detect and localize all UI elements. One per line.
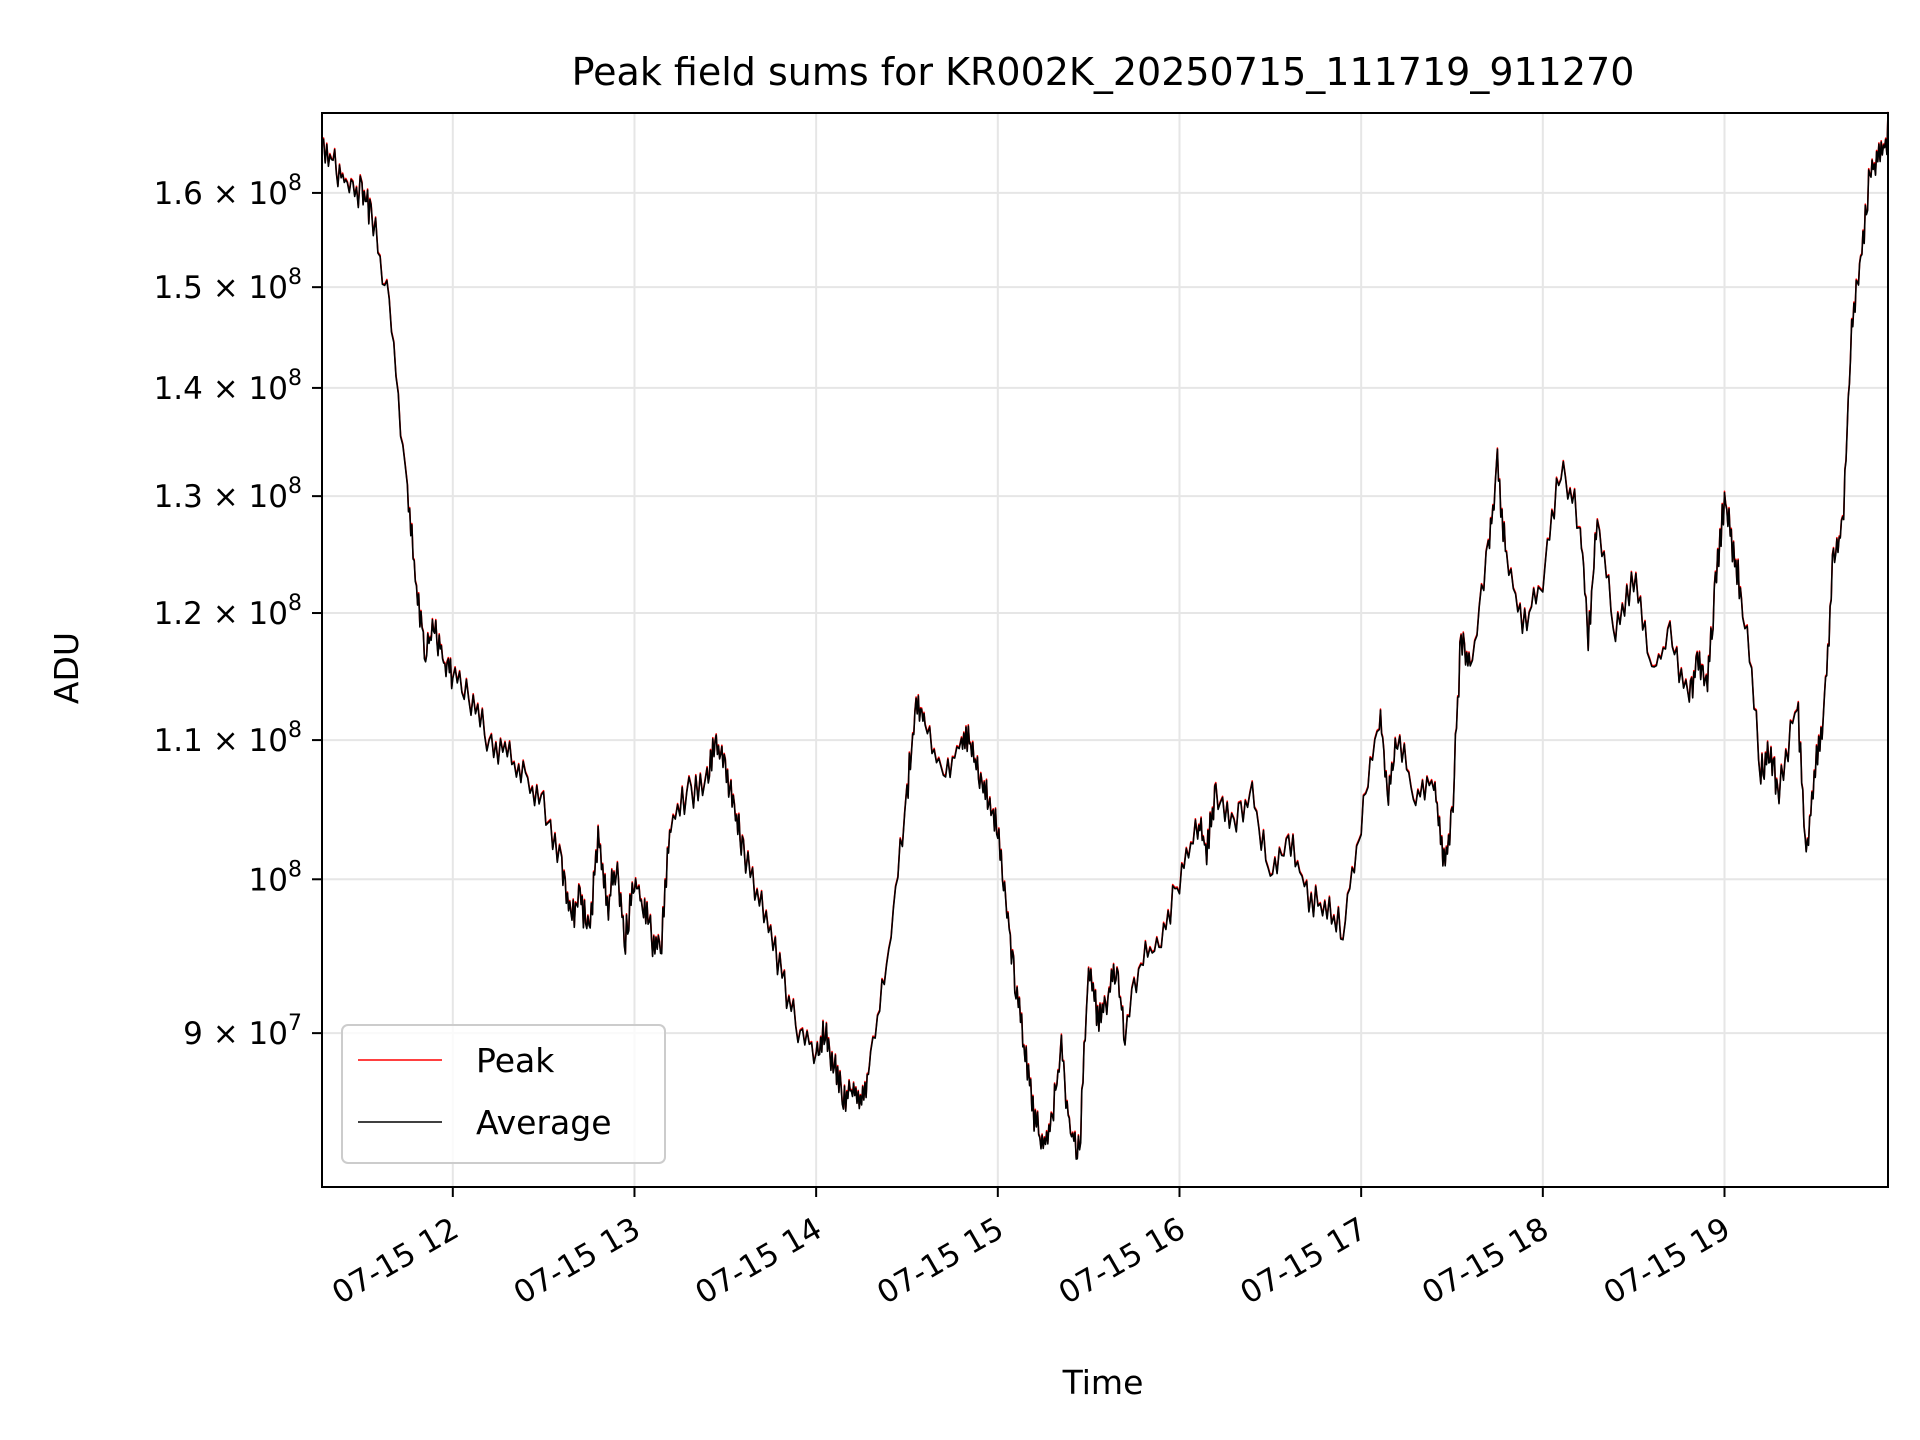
legend-label-average: Average xyxy=(476,1103,612,1142)
y-tick-label: 9 × 107 xyxy=(183,1011,302,1052)
series-line-average xyxy=(321,112,1889,1160)
series-layer xyxy=(321,111,1889,1160)
y-axis-ticks: 9 × 107 108 1.1 × 108 1.2 × 108 1.3 × 108 1.4… xyxy=(154,171,322,1052)
y-tick-label: 108 xyxy=(249,857,302,898)
x-axis-label: Time xyxy=(1062,1363,1144,1402)
y-tick-label: 1.1 × 108 xyxy=(154,718,302,759)
y-tick-label: 1.2 × 108 xyxy=(154,591,302,632)
y-tick-label: 1.6 × 108 xyxy=(154,171,302,212)
y-tick-label: 1.4 × 108 xyxy=(154,366,302,407)
y-tick-label: 1.3 × 108 xyxy=(154,474,302,515)
plot-frame xyxy=(321,112,1889,1188)
chart-title: Peak field sums for KR002K_20250715_1117… xyxy=(572,50,1635,94)
legend-label-peak: Peak xyxy=(476,1041,555,1080)
y-tick-label: 1.5 × 108 xyxy=(154,265,302,306)
y-axis-label: ADU xyxy=(47,632,86,704)
legend: Peak Average xyxy=(341,1024,666,1164)
